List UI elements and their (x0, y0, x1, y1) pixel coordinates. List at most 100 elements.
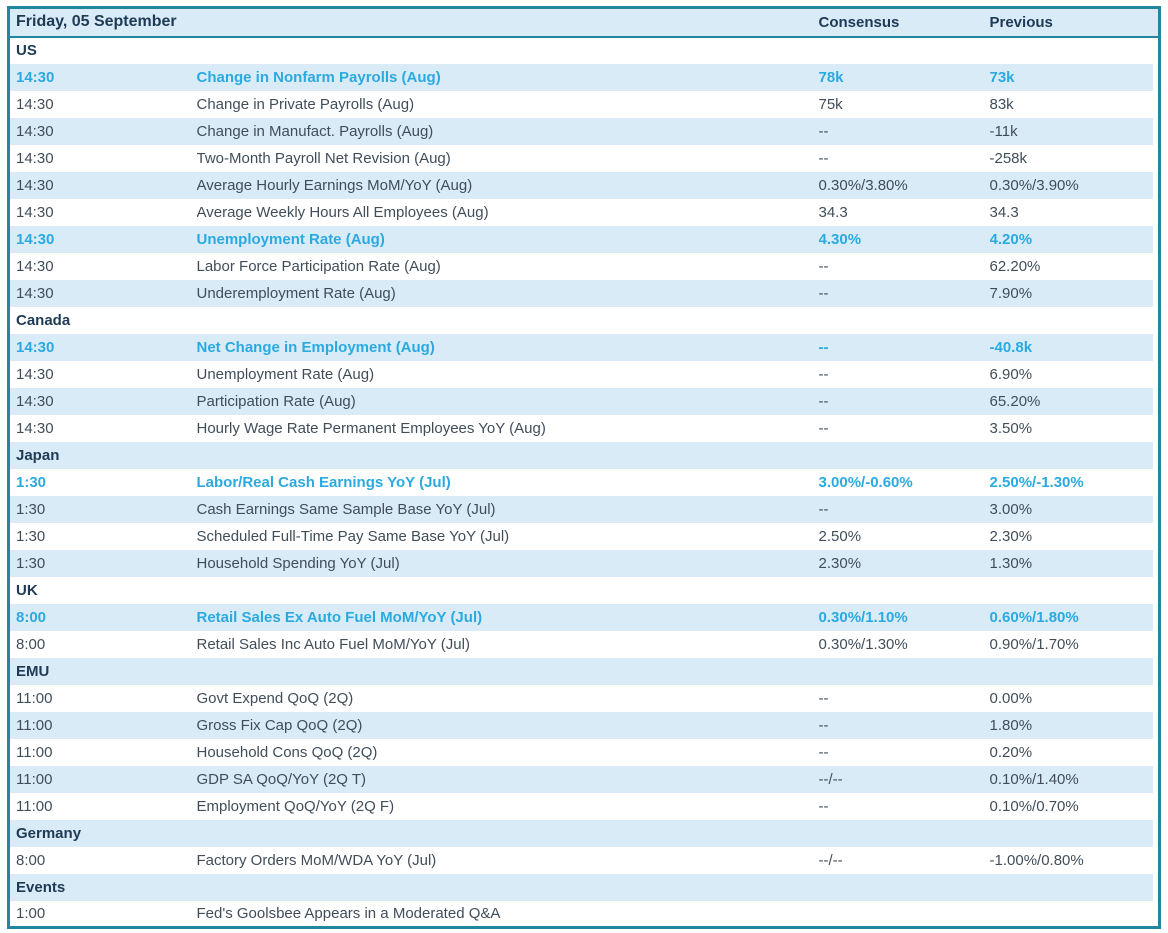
time-cell: 14:30 (16, 95, 54, 113)
event-row: 1:30 Scheduled Full-Time Pay Same Base Yo… (8, 522, 1160, 550)
section-label: UK (9, 577, 1160, 604)
time-cell: 14:30 (16, 122, 54, 140)
event-row: 14:30 Underemployment Rate (Aug) -- 7.90% (8, 279, 1160, 307)
previous-cell: 4.20% (990, 226, 1160, 253)
event-row: 1:30 Labor/Real Cash Earnings YoY (Jul) 3.… (8, 468, 1160, 496)
section-row: US (8, 36, 1160, 64)
consensus-cell: -- (818, 419, 829, 437)
event-cell: Scheduled Full-Time Pay Same Base YoY (J… (196, 527, 510, 545)
time-cell: 8:00 (16, 608, 47, 626)
event-cell: Hourly Wage Rate Permanent Employees YoY… (196, 419, 546, 437)
time-cell: 14:30 (16, 419, 54, 437)
previous-cell: 0.20% (990, 739, 1160, 766)
date-header: Friday, 05 September (8, 7, 819, 38)
event-row: 14:30 Change in Private Payrolls (Aug) 75k… (8, 90, 1160, 118)
event-cell: Govt Expend QoQ (2Q) (196, 689, 354, 707)
economic-calendar-table: Friday, 05 September Consensus Previous … (7, 6, 1161, 929)
consensus-cell: 75k (818, 95, 843, 113)
event-cell: Underemployment Rate (Aug) (196, 284, 396, 302)
event-cell: Unemployment Rate (Aug) (196, 365, 375, 383)
event-row: 14:30 Change in Nonfarm Payrolls (Aug) 78k… (8, 63, 1160, 91)
time-cell: 14:30 (16, 365, 54, 383)
event-row: 14:30 Participation Rate (Aug) -- 65.20% (8, 387, 1160, 415)
event-row: 1:00 Fed's Goolsbee Appears in a Moderate… (8, 900, 1160, 928)
column-header-previous: Previous (989, 7, 1160, 38)
previous-cell: -11k (990, 118, 1160, 145)
consensus-cell: -- (818, 284, 829, 302)
time-cell: 14:30 (16, 338, 55, 356)
section-label: US (9, 37, 1160, 64)
section-row: EMU (8, 657, 1160, 685)
time-cell: 1:00 (16, 904, 46, 922)
event-row: 14:30 Change in Manufact. Payrolls (Aug) -… (8, 117, 1160, 145)
consensus-cell: 2.30% (818, 554, 862, 572)
time-cell: 1:30 (16, 554, 46, 572)
previous-cell: 2.30% (990, 523, 1160, 550)
time-cell: 14:30 (16, 203, 54, 221)
event-row: 14:30 Two-Month Payroll Net Revision (Aug… (8, 144, 1160, 172)
previous-cell: -258k (990, 145, 1160, 172)
consensus-cell: -- (818, 500, 829, 518)
previous-cell: 1.80% (990, 712, 1160, 739)
event-row: 8:00 Retail Sales Inc Auto Fuel MoM/YoY (… (8, 630, 1160, 658)
section-row: Events (8, 873, 1160, 901)
consensus-cell: -- (818, 122, 829, 140)
time-cell: 11:00 (16, 770, 53, 788)
column-header-consensus: Consensus (818, 7, 990, 38)
event-cell: Participation Rate (Aug) (196, 392, 356, 410)
previous-cell: 0.90%/1.70% (990, 631, 1160, 658)
event-cell: Retail Sales Ex Auto Fuel MoM/YoY (Jul) (196, 608, 483, 626)
consensus-cell: -- (818, 743, 829, 761)
event-cell: Factory Orders MoM/WDA YoY (Jul) (196, 851, 437, 869)
event-cell: Household Cons QoQ (2Q) (196, 743, 378, 761)
event-row: 1:30 Household Spending YoY (Jul) 2.30% 1.3… (8, 549, 1160, 577)
time-cell: 8:00 (16, 635, 46, 653)
time-cell: 14:30 (16, 284, 54, 302)
event-cell: Change in Private Payrolls (Aug) (196, 95, 415, 113)
event-row: 14:30 Labor Force Participation Rate (Aug… (8, 252, 1160, 280)
previous-cell: 1.30% (990, 550, 1160, 577)
event-cell: Gross Fix Cap QoQ (2Q) (196, 716, 363, 734)
section-row: Germany (8, 819, 1160, 847)
previous-cell: 3.50% (990, 415, 1160, 442)
previous-cell: 62.20% (990, 253, 1160, 280)
event-cell: Change in Manufact. Payrolls (Aug) (196, 122, 434, 140)
consensus-cell: -- (818, 689, 829, 707)
consensus-cell: -- (818, 392, 829, 410)
event-row: 14:30 Unemployment Rate (Aug) -- 6.90% (8, 360, 1160, 388)
section-label: Events (9, 874, 1160, 901)
previous-cell: 0.30%/3.90% (990, 172, 1160, 199)
previous-cell: 73k (990, 64, 1160, 91)
section-label: Germany (9, 820, 1160, 847)
event-row: 14:30 Net Change in Employment (Aug) -- -40… (8, 333, 1160, 361)
event-cell: Labor Force Participation Rate (Aug) (196, 257, 441, 275)
consensus-cell: --/-- (818, 851, 843, 869)
event-row: 11:00 Gross Fix Cap QoQ (2Q) -- 1.80% (8, 711, 1160, 739)
time-cell: 1:30 (16, 527, 46, 545)
section-row: Canada (8, 306, 1160, 334)
consensus-cell: -- (818, 257, 829, 275)
event-row: 8:00 Factory Orders MoM/WDA YoY (Jul) --/-… (8, 846, 1160, 874)
event-row: 11:00 Employment QoQ/YoY (2Q F) -- 0.10%/0.… (8, 792, 1160, 820)
event-row: 1:30 Cash Earnings Same Sample Base YoY (… (8, 495, 1160, 523)
time-cell: 14:30 (16, 230, 55, 248)
consensus-cell: 0.30%/1.10% (818, 608, 908, 626)
previous-cell: 34.3 (990, 199, 1160, 226)
event-cell: Cash Earnings Same Sample Base YoY (Jul) (196, 500, 496, 518)
consensus-cell: 2.50% (818, 527, 862, 545)
consensus-cell: -- (818, 365, 829, 383)
time-cell: 1:30 (16, 500, 46, 518)
previous-cell: 7.90% (990, 280, 1160, 307)
time-cell: 11:00 (16, 797, 53, 815)
event-row: 14:30 Hourly Wage Rate Permanent Employee… (8, 414, 1160, 442)
consensus-cell: -- (818, 338, 829, 356)
previous-cell: 83k (990, 91, 1160, 118)
event-row: 14:30 Unemployment Rate (Aug) 4.30% 4.20% (8, 225, 1160, 253)
consensus-cell: 3.00%/-0.60% (818, 473, 913, 491)
event-cell: Average Hourly Earnings MoM/YoY (Aug) (196, 176, 473, 194)
previous-cell: 3.00% (990, 496, 1160, 523)
event-row: 11:00 Household Cons QoQ (2Q) -- 0.20% (8, 738, 1160, 766)
consensus-cell: 4.30% (818, 230, 862, 248)
event-cell: Employment QoQ/YoY (2Q F) (196, 797, 395, 815)
